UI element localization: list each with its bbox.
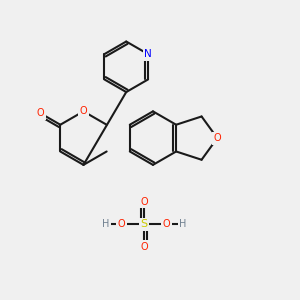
- Text: O: O: [140, 242, 148, 252]
- Text: O: O: [214, 133, 221, 143]
- Text: H: H: [179, 219, 186, 229]
- Text: O: O: [163, 219, 170, 229]
- Text: S: S: [140, 219, 148, 229]
- Text: O: O: [37, 108, 44, 118]
- Text: O: O: [140, 197, 148, 207]
- Text: N: N: [144, 49, 152, 59]
- Text: O: O: [118, 219, 126, 229]
- Text: H: H: [102, 219, 109, 229]
- Text: O: O: [80, 106, 87, 116]
